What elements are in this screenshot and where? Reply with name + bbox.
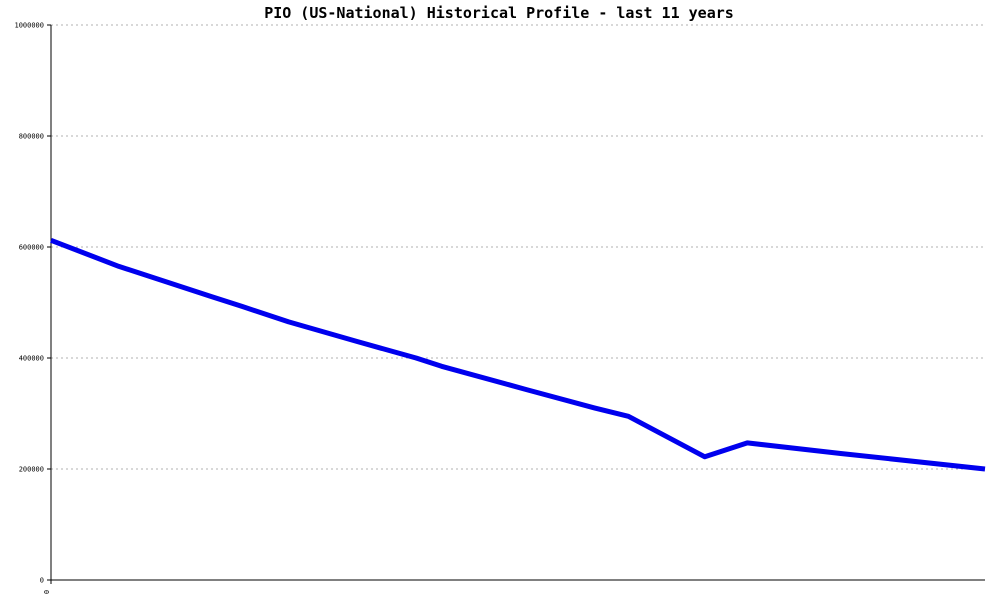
y-tick-label: 800000 bbox=[19, 133, 44, 141]
grid-lines bbox=[51, 24, 985, 470]
y-tick-label: 0 bbox=[40, 577, 44, 585]
series-line bbox=[50, 237, 986, 472]
y-tick-label: 200000 bbox=[19, 466, 44, 474]
chart-title: PIO (US-National) Historical Profile - l… bbox=[264, 4, 734, 22]
x-axis-ticks: 0 bbox=[43, 580, 52, 594]
x-tick-label: 0 bbox=[43, 590, 51, 594]
y-tick-label: 400000 bbox=[19, 355, 44, 363]
y-tick-label: 1000000 bbox=[14, 22, 44, 30]
y-tick-label: 600000 bbox=[19, 244, 44, 252]
series-layer bbox=[50, 237, 986, 472]
y-axis-ticks: 0 200000 400000 600000 800000 1000000 bbox=[14, 22, 51, 585]
